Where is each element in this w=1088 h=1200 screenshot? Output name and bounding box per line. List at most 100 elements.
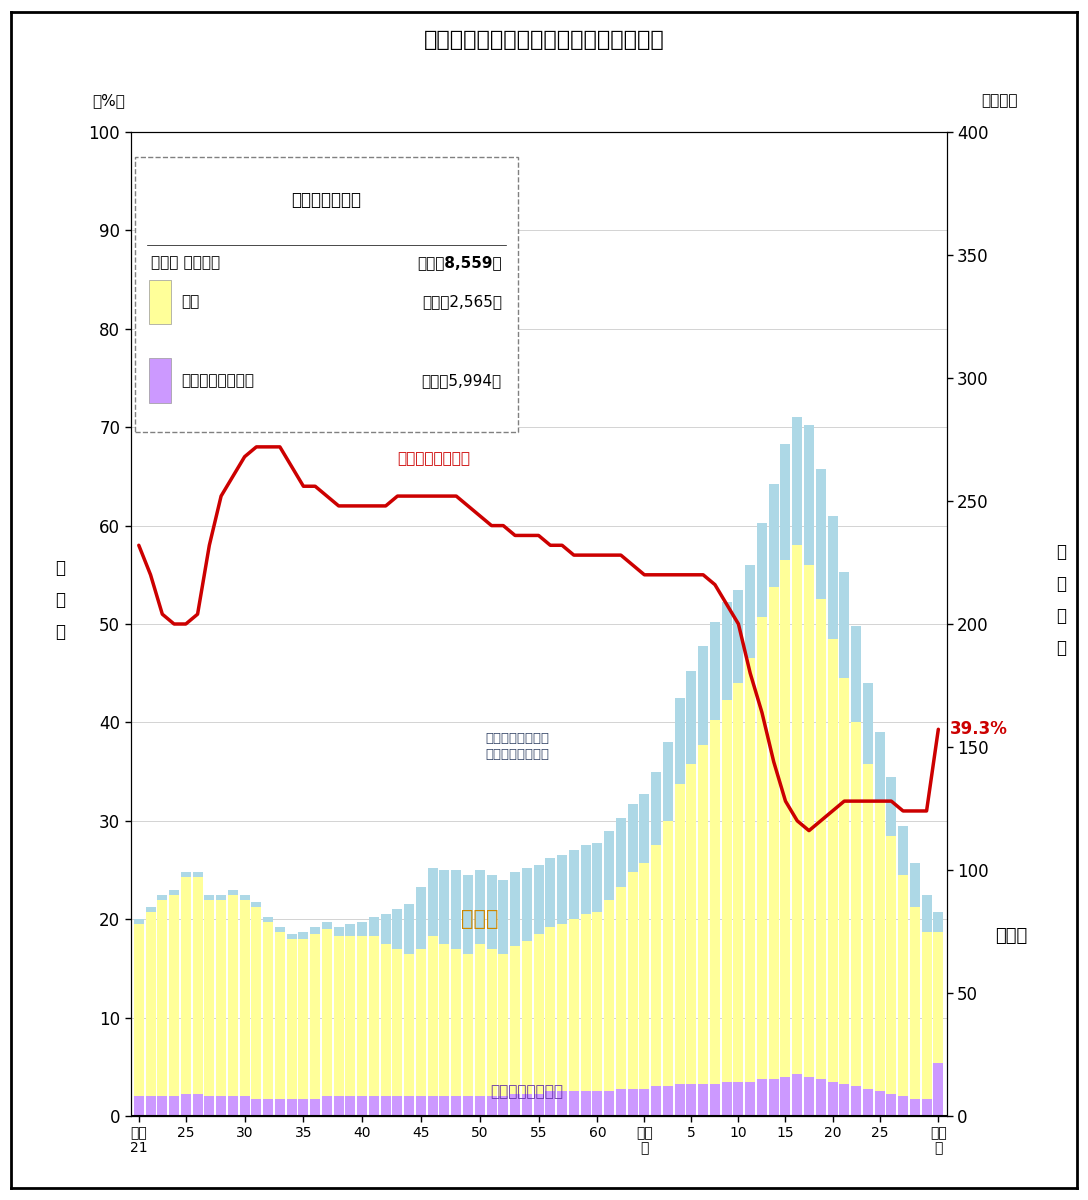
Bar bbox=[875, 802, 885, 1092]
Bar bbox=[604, 1092, 614, 1116]
Bar bbox=[863, 1088, 873, 1116]
Bar bbox=[522, 1094, 532, 1116]
Bar bbox=[663, 742, 672, 821]
Bar bbox=[675, 784, 684, 1084]
Bar bbox=[651, 1086, 662, 1116]
Bar bbox=[769, 1079, 779, 1116]
Bar bbox=[733, 1081, 743, 1116]
Bar bbox=[745, 565, 755, 659]
Bar bbox=[381, 914, 391, 943]
Text: ２１万5,994件: ２１万5,994件 bbox=[422, 373, 502, 388]
Bar bbox=[698, 646, 708, 744]
Bar bbox=[898, 875, 908, 1097]
Bar bbox=[310, 926, 320, 934]
Bar bbox=[510, 947, 520, 1094]
Bar bbox=[158, 900, 168, 1097]
Bar bbox=[205, 894, 214, 900]
Bar bbox=[474, 870, 485, 943]
Bar bbox=[863, 683, 873, 764]
FancyBboxPatch shape bbox=[135, 157, 518, 432]
Bar bbox=[581, 1092, 591, 1116]
Bar bbox=[545, 926, 555, 1092]
Bar bbox=[557, 856, 567, 924]
Bar bbox=[405, 1097, 415, 1116]
Bar bbox=[569, 919, 579, 1092]
Text: 検
挙
率: 検 挙 率 bbox=[54, 559, 65, 641]
Bar bbox=[533, 865, 544, 934]
Bar bbox=[286, 934, 297, 938]
Bar bbox=[275, 926, 285, 931]
Bar bbox=[887, 1094, 897, 1116]
Bar bbox=[416, 1097, 426, 1116]
Bar bbox=[780, 1076, 791, 1116]
Bar bbox=[148, 359, 172, 403]
Bar bbox=[792, 418, 802, 545]
Text: 認
知
件
数: 認 知 件 数 bbox=[1055, 542, 1066, 658]
Bar bbox=[263, 1099, 273, 1116]
Bar bbox=[148, 280, 172, 324]
Bar bbox=[616, 818, 626, 887]
Bar bbox=[875, 1092, 885, 1116]
Bar bbox=[322, 1097, 332, 1116]
Bar bbox=[393, 910, 403, 949]
Bar bbox=[910, 1099, 919, 1116]
Text: 令和元年データ: 令和元年データ bbox=[292, 191, 361, 209]
Bar bbox=[310, 1099, 320, 1116]
Bar bbox=[792, 545, 802, 1074]
Bar bbox=[205, 1097, 214, 1116]
Bar bbox=[522, 941, 532, 1094]
Bar bbox=[710, 622, 720, 720]
Bar bbox=[640, 1088, 650, 1116]
Bar bbox=[875, 732, 885, 802]
Bar bbox=[533, 934, 544, 1094]
Bar bbox=[863, 764, 873, 1088]
Text: 窃盗: 窃盗 bbox=[181, 294, 199, 310]
Bar bbox=[816, 1079, 826, 1116]
Bar bbox=[910, 907, 919, 1099]
Bar bbox=[381, 1097, 391, 1116]
Bar bbox=[710, 720, 720, 1084]
Bar bbox=[745, 1081, 755, 1116]
Bar bbox=[298, 931, 308, 938]
Bar bbox=[769, 587, 779, 1079]
Bar bbox=[416, 887, 426, 949]
Bar bbox=[463, 1097, 473, 1116]
Bar bbox=[345, 924, 356, 936]
Bar bbox=[310, 934, 320, 1099]
Bar bbox=[393, 1097, 403, 1116]
Bar bbox=[428, 868, 437, 936]
Bar bbox=[604, 900, 614, 1092]
Bar bbox=[569, 1092, 579, 1116]
Bar bbox=[405, 954, 415, 1097]
Bar bbox=[463, 875, 473, 954]
Bar bbox=[217, 1097, 226, 1116]
Bar bbox=[263, 922, 273, 1099]
Bar bbox=[804, 565, 814, 1076]
Bar bbox=[592, 842, 603, 912]
Bar bbox=[922, 931, 931, 1099]
Bar bbox=[275, 1099, 285, 1116]
Bar bbox=[828, 638, 838, 1081]
Bar bbox=[169, 1097, 180, 1116]
Bar bbox=[757, 523, 767, 617]
Bar bbox=[322, 922, 332, 929]
Bar bbox=[345, 936, 356, 1097]
Bar bbox=[440, 1097, 449, 1116]
Bar bbox=[663, 821, 672, 1086]
Bar bbox=[545, 858, 555, 926]
Bar bbox=[721, 1081, 732, 1116]
Bar bbox=[263, 917, 273, 922]
Bar bbox=[181, 872, 190, 877]
Bar bbox=[533, 1094, 544, 1116]
Text: 刑法犯: 刑法犯 bbox=[996, 926, 1028, 946]
Bar bbox=[828, 516, 838, 638]
Bar bbox=[898, 1097, 908, 1116]
Bar bbox=[769, 484, 779, 587]
Text: 窃　盗: 窃 盗 bbox=[461, 910, 498, 929]
Bar bbox=[205, 900, 214, 1097]
Bar bbox=[851, 1086, 861, 1116]
Bar bbox=[651, 772, 662, 845]
Text: 刑法犯 認知件数: 刑法犯 認知件数 bbox=[151, 256, 220, 270]
Bar bbox=[334, 1097, 344, 1116]
Bar bbox=[792, 1074, 802, 1116]
